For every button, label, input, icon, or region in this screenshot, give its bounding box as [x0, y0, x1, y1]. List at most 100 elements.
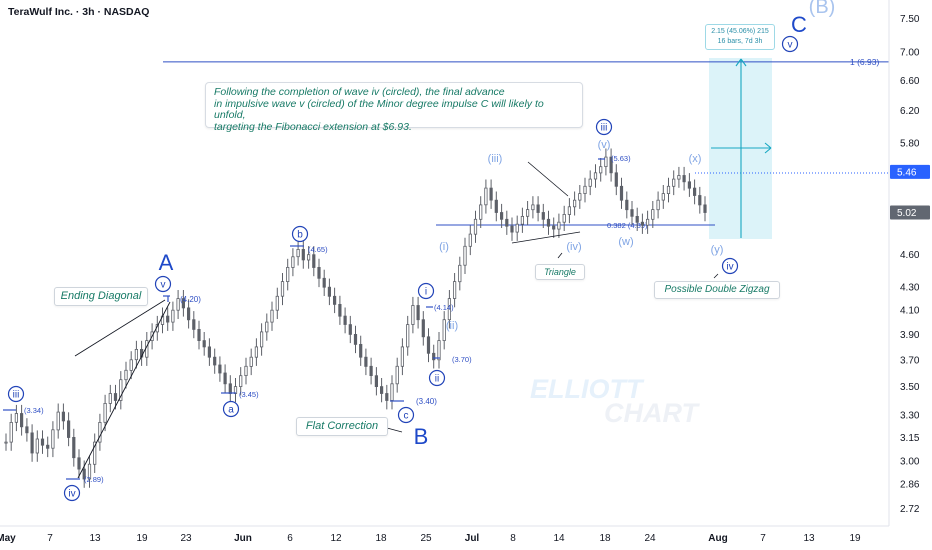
candle-body [14, 413, 18, 423]
candle-body [322, 277, 326, 288]
zigzag-pointer [713, 273, 719, 279]
candle-body [124, 369, 128, 381]
x-tick-label: 13 [89, 533, 101, 544]
candle-body [270, 309, 274, 323]
candle-body [312, 254, 316, 268]
x-tick-label: Jun [234, 533, 252, 544]
candle-body [651, 209, 655, 220]
candle-body [186, 307, 191, 321]
analysis-note: Following the completion of wave iv (cir… [205, 82, 583, 132]
wave-v-circled-circle [154, 275, 172, 293]
x-tick-label: Aug [708, 533, 727, 544]
diagonal-upper [74, 299, 166, 357]
price-mark-420: (4.20) [180, 295, 201, 304]
candle-body [4, 441, 8, 444]
x-tick-label: 19 [849, 533, 861, 544]
fib-levels: 1 (6.93) 0.382 (4.89) [163, 57, 889, 230]
candle-body [604, 156, 608, 168]
candle-body [619, 185, 624, 201]
candle-body [67, 420, 71, 438]
candle-body [520, 215, 525, 225]
x-tick-label: 18 [599, 533, 611, 544]
wave-iv-circled-circle [63, 484, 81, 502]
candle-body [395, 365, 399, 385]
x-tick-label: 25 [420, 533, 432, 544]
candle-body [249, 356, 253, 367]
candle-body [176, 298, 180, 311]
candle-body [614, 172, 618, 187]
flat-correction-label: Flat Correction [296, 417, 388, 436]
x-tick-label: 7 [760, 533, 766, 544]
y-tick-label: 2.72 [900, 504, 920, 515]
chart-title: TeraWulf Inc. · 3h · NASDAQ [8, 6, 150, 18]
candle-body [369, 365, 373, 376]
wave-ii-circled-circle [428, 369, 446, 387]
fib-projection-box: 2.15 (45.06%) 215 16 bars, 7d 3h [705, 24, 775, 50]
price-tag [890, 164, 930, 179]
candle-body [484, 187, 488, 206]
triangle-lower [511, 231, 581, 244]
candle-body [93, 441, 97, 465]
wave-c-circled-circle [397, 406, 415, 424]
candle-body [286, 266, 290, 282]
candle-body [573, 199, 577, 208]
price-mark-414: (4.14) [434, 303, 454, 312]
candle-body [379, 386, 384, 394]
wave-b-circled-text: b [297, 230, 303, 241]
y-tick-label: 2.86 [900, 480, 920, 491]
candle-body [192, 319, 196, 330]
y-tick-label: 3.50 [900, 382, 920, 393]
candle-body [280, 281, 285, 297]
x-tick-label: 12 [330, 533, 342, 544]
wave-v-paren: (v) [598, 139, 611, 151]
candle-body [640, 221, 645, 226]
candle-body [557, 221, 561, 230]
triangle-pointer [557, 252, 563, 259]
candle-body [426, 336, 431, 354]
watermark-line2: CHART [604, 398, 701, 428]
candle-body [25, 426, 29, 434]
candle-body [72, 436, 76, 459]
y-tick-label: 5.80 [900, 138, 920, 149]
price-tag [890, 205, 930, 220]
wave-iii-circled-2-circle [595, 118, 613, 136]
wave-A-label: A [159, 250, 174, 275]
candle-body [473, 218, 478, 235]
y-tick-label: 7.50 [900, 14, 920, 25]
candle-body [348, 324, 352, 335]
wave-iii-paren: (iii) [488, 153, 503, 165]
candle-body [9, 421, 13, 443]
candle-body [510, 225, 514, 233]
candle-body [411, 305, 415, 325]
candle-body [364, 356, 368, 367]
wave-iii-circled-2-text: iii [601, 123, 608, 134]
candle-body [254, 346, 258, 358]
candle-body [698, 195, 702, 206]
triangle-upper [527, 161, 569, 197]
candle-body [578, 193, 582, 201]
candle-body [447, 298, 452, 321]
candle-body [181, 298, 185, 309]
y-tick-label: 6.60 [900, 76, 920, 87]
candle-body [108, 393, 112, 404]
candle-body [416, 305, 420, 321]
wave-B-label: B [414, 424, 429, 449]
target-arrow-h-head-u [764, 142, 772, 149]
wave-c-circled-text: c [404, 411, 409, 422]
candle-body [421, 319, 425, 338]
wave-labels: ELLIOTTCHARTiiiivvabciiiiiiivvABC(B)(i)(… [7, 0, 836, 502]
candle-body [406, 324, 410, 348]
y-tick-label: 6.20 [900, 106, 920, 117]
wave-B-paren-label: (B) [809, 0, 836, 18]
wave-iii-circled-circle [7, 385, 25, 403]
x-tick-label: 6 [287, 533, 293, 544]
candle-body [291, 256, 295, 268]
wave-iii-circled-text: iii [13, 390, 20, 401]
price-tag-label: 5.46 [897, 167, 917, 178]
candle-body [103, 402, 107, 423]
candle-body [332, 295, 337, 305]
candle-body [35, 438, 39, 454]
candle-body [541, 212, 545, 220]
candle-body [432, 352, 436, 361]
